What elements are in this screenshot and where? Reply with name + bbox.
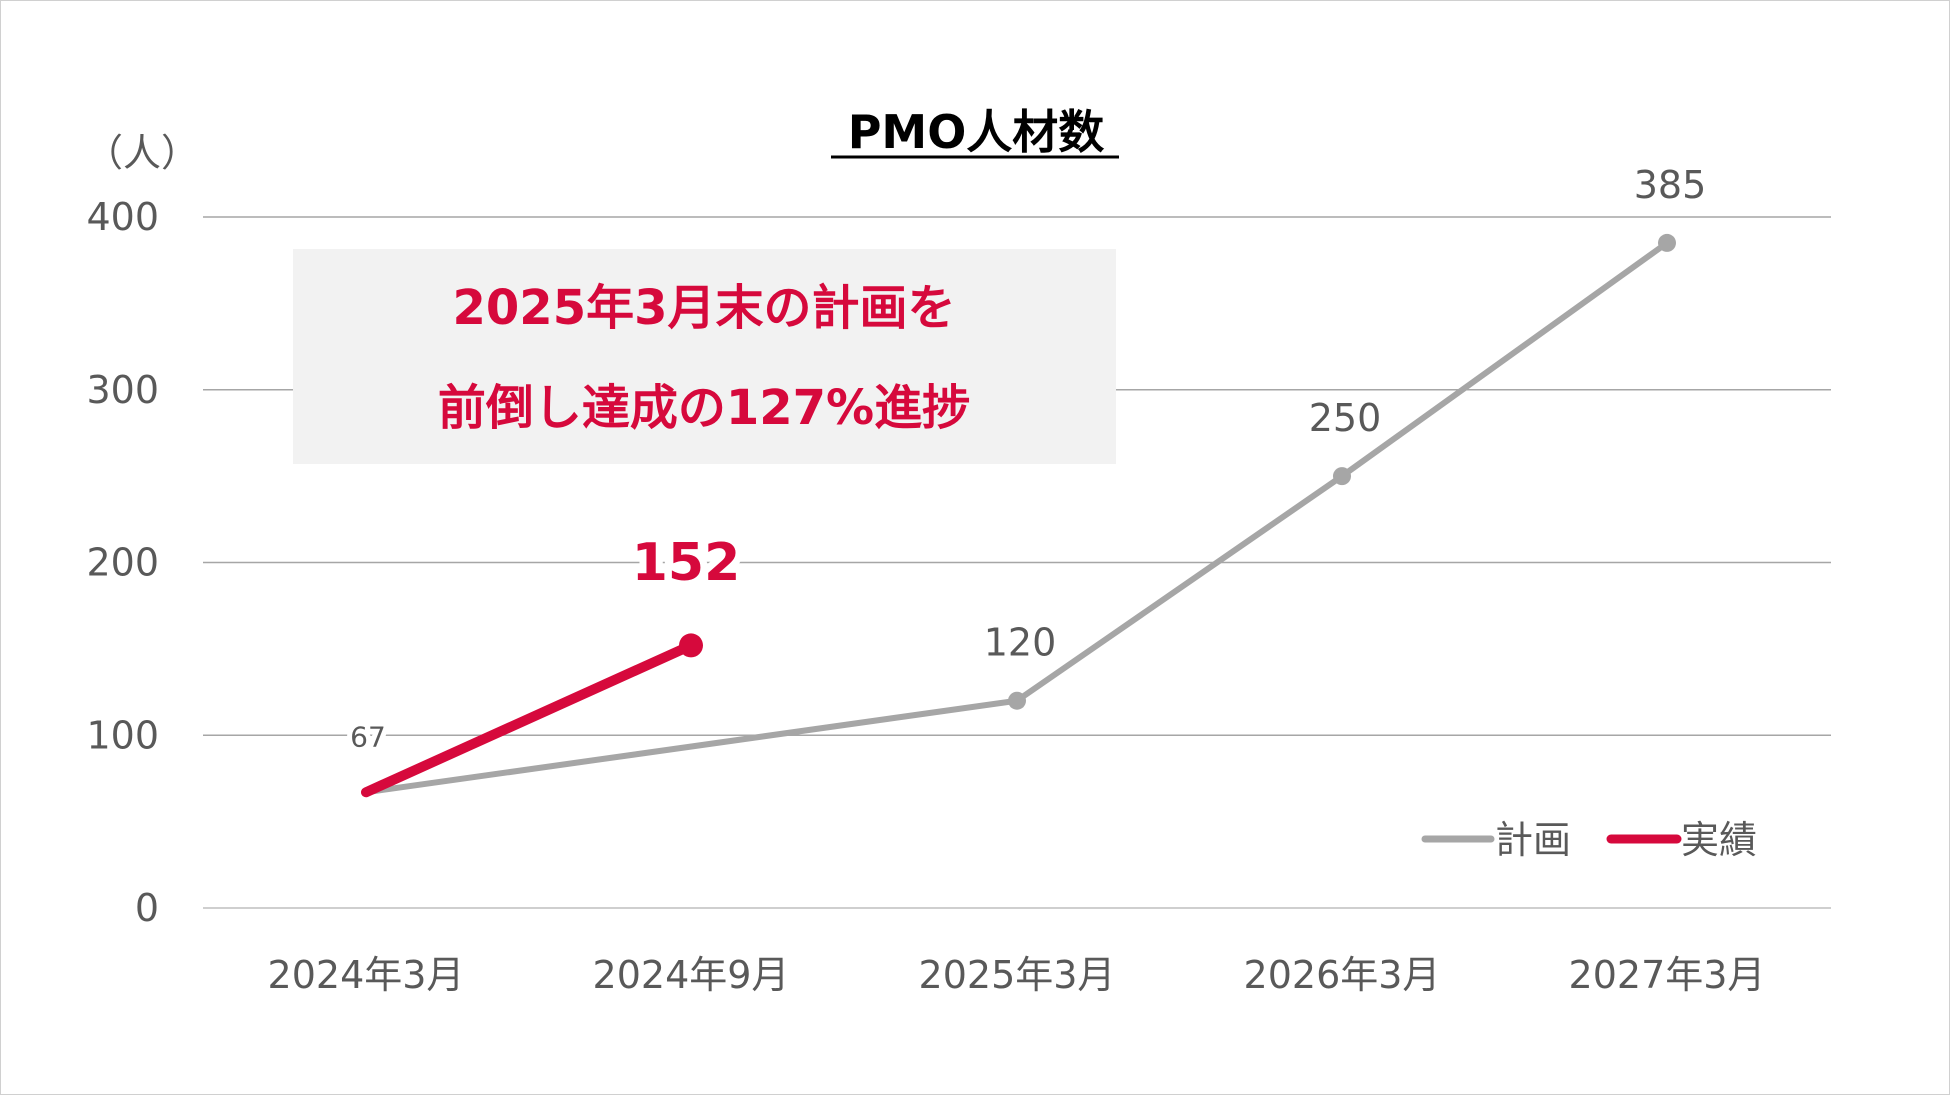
data-point-actual — [679, 633, 703, 658]
y-tick-labels: 0 100 200 300 400 — [86, 195, 159, 930]
y-tick-label: 0 — [135, 886, 159, 930]
x-tick-label: 2027年3月 — [1569, 953, 1766, 997]
y-axis-unit-label: （人） — [85, 131, 199, 175]
y-tick-label: 100 — [86, 713, 159, 757]
x-tick-label: 2026年3月 — [1244, 953, 1441, 997]
data-label-plan: 120 — [984, 621, 1057, 665]
data-label-plan: 67 — [350, 720, 386, 753]
x-tick-label: 2025年3月 — [919, 953, 1116, 997]
data-point-plan — [1658, 233, 1676, 252]
legend-label-plan: 計画 — [1495, 818, 1571, 862]
legend-label-actual: 実績 — [1681, 818, 1757, 862]
data-point-plan — [1333, 467, 1351, 486]
series-line-actual — [361, 640, 696, 798]
series-layer — [361, 233, 1676, 798]
callout-line-2: 前倒し達成の127%進捗 — [438, 380, 970, 436]
data-point-plan — [1008, 691, 1026, 710]
chart-title: PMO人材数 — [848, 105, 1105, 159]
series-line-plan — [365, 240, 1669, 796]
legend: 計画 実績 — [1421, 818, 1757, 862]
data-label-layer: 67 120 250 385 152 — [345, 163, 1707, 758]
data-label-plan: 385 — [1634, 163, 1707, 207]
x-tick-label: 2024年3月 — [268, 953, 465, 997]
x-tick-labels: 2024年3月 2024年9月 2025年3月 2026年3月 2027年3月 — [268, 953, 1766, 997]
callout-box — [293, 249, 1116, 464]
y-tick-label: 400 — [86, 195, 159, 239]
y-tick-label: 200 — [86, 541, 159, 585]
x-tick-label: 2024年9月 — [593, 953, 790, 997]
callout-line-1: 2025年3月末の計画を — [453, 280, 956, 336]
y-tick-label: 300 — [86, 368, 159, 412]
data-label-plan: 250 — [1309, 396, 1382, 440]
data-label-actual: 152 — [632, 533, 741, 593]
